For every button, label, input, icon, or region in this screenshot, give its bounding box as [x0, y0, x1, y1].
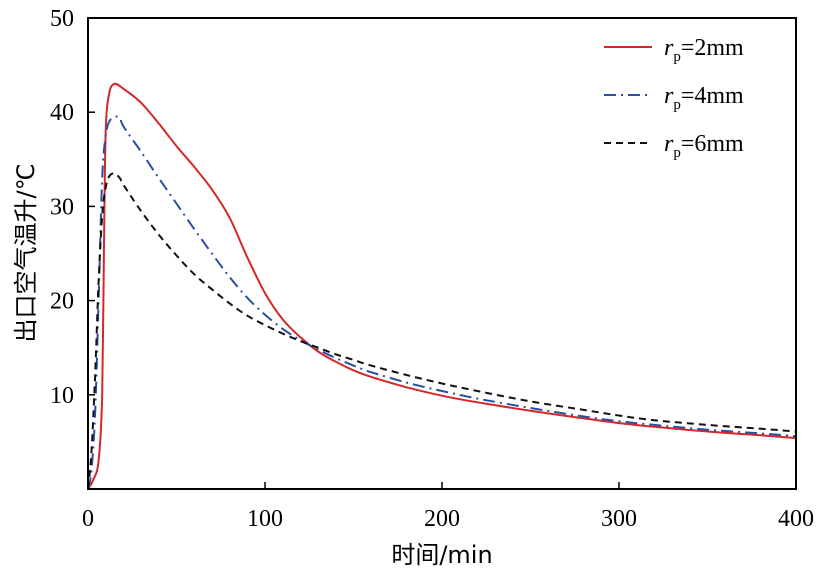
- legend-label: rp=2mm: [664, 35, 744, 65]
- legend: rp=2mm rp=4mm rp=6mm: [604, 35, 744, 161]
- y-tick-label: 10: [50, 383, 74, 409]
- y-tick-label: 30: [50, 194, 74, 220]
- legend-label: rp=4mm: [664, 83, 744, 113]
- series-line-4mm: [87, 115, 797, 490]
- x-axis-title: 时间/min: [391, 541, 492, 569]
- tick-layer: 0 100 200 300 400 10 20 30 40 50: [50, 6, 814, 532]
- y-axis-title: 出口空气温升/℃: [12, 163, 40, 342]
- x-tick-label: 300: [601, 506, 637, 532]
- y-tick-label: 20: [50, 289, 74, 315]
- x-tick-label: 0: [82, 506, 94, 532]
- series-line-2mm: [87, 82, 797, 490]
- series-line-6mm: [87, 172, 797, 490]
- series-layer: [87, 82, 797, 490]
- x-tick-label: 200: [424, 506, 460, 532]
- x-tick-label: 100: [247, 506, 283, 532]
- legend-label: rp=6mm: [664, 131, 744, 161]
- y-tick-label: 50: [50, 6, 74, 32]
- y-tick-label: 40: [50, 100, 74, 126]
- x-tick-label: 400: [778, 506, 814, 532]
